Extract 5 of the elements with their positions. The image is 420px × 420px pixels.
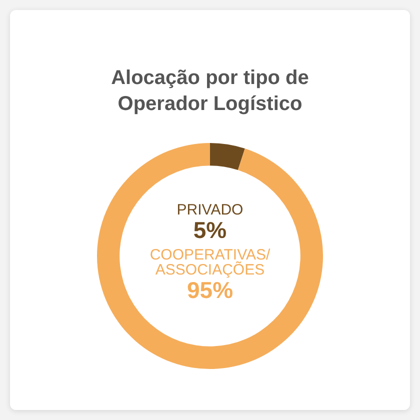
data-label: 5% xyxy=(193,216,227,243)
data-label: 95% xyxy=(186,276,234,303)
slice-label: PRIVADO xyxy=(176,202,244,219)
chart-title: Alocação por tipo de Operador Logístico xyxy=(110,66,310,117)
slice-label: COOPERATIVAS/ASSOCIAÇÕES xyxy=(150,246,271,279)
